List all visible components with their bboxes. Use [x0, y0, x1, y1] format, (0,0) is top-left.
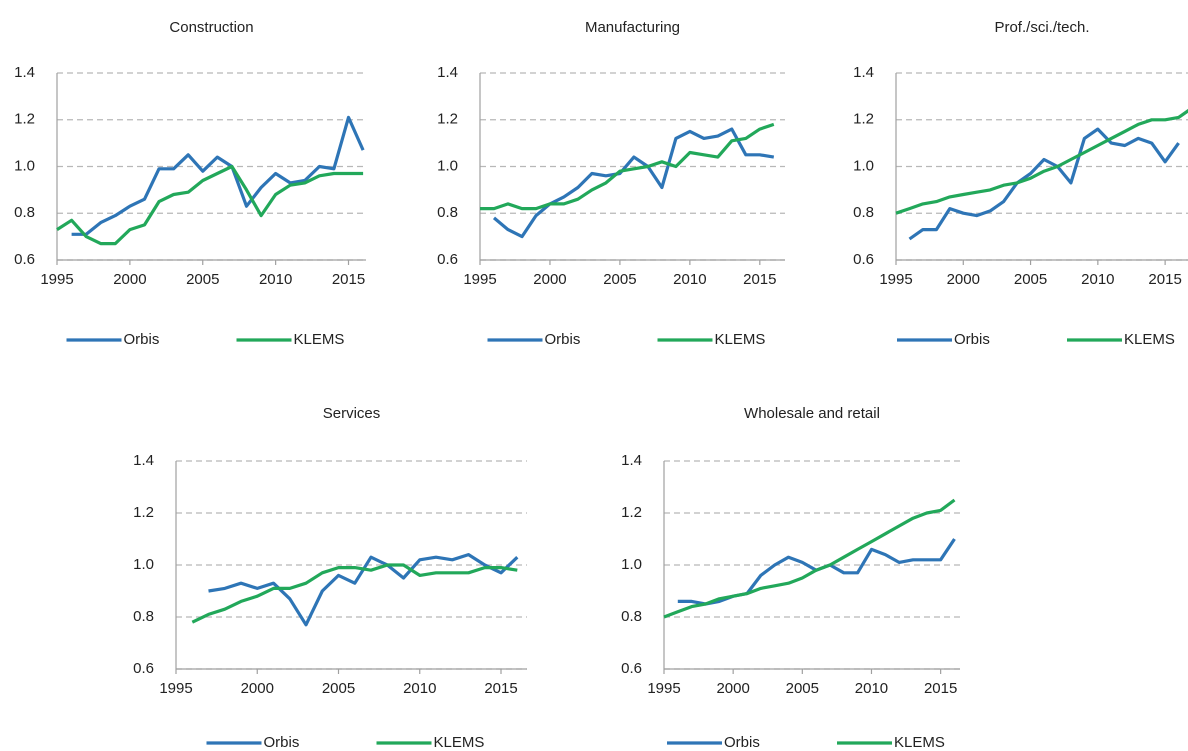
data-line	[908, 127, 1180, 241]
y-tick-label: 0.8	[437, 204, 458, 221]
x-tick-label: 2015	[1148, 271, 1181, 288]
x-tick-label: 1995	[463, 271, 496, 288]
x-tick-label: 2000	[533, 271, 566, 288]
x-tick-label: 2010	[1081, 271, 1114, 288]
x-tick-label: 2015	[924, 680, 957, 697]
x-tick-label: 1995	[159, 680, 192, 697]
chart-title: Manufacturing	[585, 19, 680, 36]
x-tick-label: 2000	[241, 680, 274, 697]
legend-label: KLEMS	[294, 331, 345, 348]
legend-label: Orbis	[954, 331, 990, 348]
y-tick-label: 1.4	[621, 452, 642, 469]
x-tick-label: 1995	[879, 271, 912, 288]
x-tick-label: 2005	[186, 271, 219, 288]
y-tick-label: 1.0	[133, 556, 154, 573]
x-tick-label: 2010	[855, 680, 888, 697]
y-tick-label: 0.8	[14, 204, 35, 221]
legend-label: KLEMS	[1124, 331, 1175, 348]
y-tick-label: 1.0	[14, 157, 35, 174]
legend-label: Orbis	[545, 331, 581, 348]
data-line	[492, 127, 775, 239]
x-tick-label: 2005	[786, 680, 819, 697]
y-tick-label: 0.8	[621, 608, 642, 625]
x-tick-label: 1995	[40, 271, 73, 288]
data-line	[480, 122, 775, 211]
y-tick-label: 0.6	[853, 251, 874, 268]
chart-title: Prof./sci./tech.	[994, 19, 1089, 36]
x-tick-label: 2005	[603, 271, 636, 288]
y-tick-label: 1.2	[14, 111, 35, 128]
x-tick-label: 2015	[743, 271, 776, 288]
y-tick-label: 1.2	[133, 504, 154, 521]
data-line	[191, 563, 518, 624]
x-tick-label: 2010	[259, 271, 292, 288]
y-tick-label: 1.2	[621, 504, 642, 521]
legend-label: KLEMS	[715, 331, 766, 348]
legend-label: KLEMS	[894, 734, 945, 751]
chart-title: Wholesale and retail	[744, 405, 880, 422]
y-tick-label: 1.4	[853, 64, 874, 81]
y-tick-label: 0.8	[853, 204, 874, 221]
legend-label: Orbis	[264, 734, 300, 751]
data-line	[56, 164, 364, 246]
x-tick-label: 2000	[947, 271, 980, 288]
x-tick-label: 1995	[647, 680, 680, 697]
y-tick-label: 1.4	[133, 452, 154, 469]
y-tick-label: 0.6	[133, 660, 154, 677]
y-tick-label: 1.2	[437, 111, 458, 128]
y-tick-label: 1.0	[853, 157, 874, 174]
y-tick-label: 1.4	[14, 64, 35, 81]
x-tick-label: 2000	[716, 680, 749, 697]
y-tick-label: 1.0	[437, 157, 458, 174]
x-tick-label: 2000	[113, 271, 146, 288]
x-tick-label: 2015	[332, 271, 365, 288]
legend-label: KLEMS	[434, 734, 485, 751]
y-tick-label: 0.6	[621, 660, 642, 677]
x-tick-label: 2010	[673, 271, 706, 288]
x-tick-label: 2015	[484, 680, 517, 697]
y-tick-label: 0.8	[133, 608, 154, 625]
data-line	[71, 115, 365, 236]
data-line	[663, 498, 956, 619]
chart-title: Services	[323, 405, 381, 422]
y-tick-label: 1.0	[621, 556, 642, 573]
x-tick-label: 2005	[1014, 271, 1047, 288]
data-line	[895, 108, 1188, 215]
y-tick-label: 0.6	[14, 251, 35, 268]
x-tick-label: 2010	[403, 680, 436, 697]
chart-title: Construction	[169, 19, 253, 36]
legend-label: Orbis	[124, 331, 160, 348]
y-tick-label: 0.6	[437, 251, 458, 268]
legend-label: Orbis	[724, 734, 760, 751]
y-tick-label: 1.4	[437, 64, 458, 81]
y-tick-label: 1.2	[853, 111, 874, 128]
x-tick-label: 2005	[322, 680, 355, 697]
